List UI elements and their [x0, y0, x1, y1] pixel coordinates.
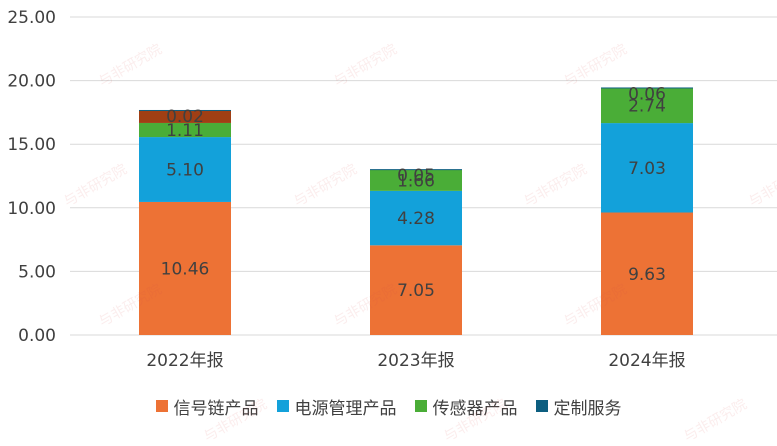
data-label: 4.28: [397, 209, 435, 229]
bar-segment: [370, 190, 462, 246]
legend-swatch-signal: [155, 400, 168, 412]
x-tick-label: 2022年报: [146, 351, 223, 371]
legend-label-signal: 信号链产品: [173, 398, 259, 419]
bar-segment: [139, 137, 231, 202]
data-label: 10.46: [161, 259, 210, 279]
data-label: 1.66: [397, 171, 435, 191]
data-label: 0.06: [628, 84, 666, 104]
bar-segment: [601, 88, 693, 124]
y-tick-label: 20.00: [7, 72, 56, 92]
legend-swatch-sensor: [414, 400, 427, 412]
data-label: 9.63: [628, 265, 666, 285]
bar-segment: [601, 123, 693, 213]
data-label: 5.10: [166, 161, 204, 181]
x-tick-label: 2023年报: [377, 351, 454, 371]
legend-item-sensor: 传感器产品: [414, 394, 518, 419]
data-label: 0.05: [397, 166, 435, 186]
legend-item-signal: 信号链产品: [155, 394, 259, 419]
bar-segment: [370, 169, 462, 171]
y-tick-label: 10.00: [7, 199, 56, 219]
legend-label-power: 电源管理产品: [294, 398, 397, 419]
legend-swatch-power: [276, 400, 289, 412]
data-label: 7.03: [628, 159, 666, 179]
bar-segment: [370, 169, 462, 191]
stacked-bar-chart: 0.00 5.00 10.00 15.00 20.00 25.00 10.46 5.10 1.…: [7, 8, 777, 371]
legend-item-custom: 定制服务: [535, 394, 622, 419]
x-tick-label: 2024年报: [608, 351, 685, 371]
bar-segment: [139, 109, 231, 111]
bar-segment: [139, 122, 231, 138]
bar-segment: [139, 201, 231, 335]
data-label: 2.74: [628, 97, 666, 117]
legend-label-sensor: 传感器产品: [432, 398, 518, 419]
bar-segment: [601, 87, 693, 89]
y-tick-label: 25.00: [7, 8, 56, 28]
data-label: 7.05: [397, 281, 435, 301]
bar-segment: [601, 212, 693, 335]
x-axis-ticks: 2022年报 2023年报 2024年报: [146, 351, 685, 371]
legend-swatch-custom: [535, 400, 548, 412]
y-tick-label: 0.00: [18, 326, 56, 346]
y-tick-label: 5.00: [18, 262, 56, 282]
data-label: 0.02: [166, 107, 204, 127]
legend: 信号链产品 电源管理产品 传感器产品 定制服务: [0, 388, 777, 424]
y-tick-label: 15.00: [7, 135, 56, 155]
y-axis-ticks: 0.00 5.00 10.00 15.00 20.00 25.00: [7, 8, 56, 346]
data-labels: 10.46 5.10 1.110.02 7.05 4.28 1.660.05 9.63 7.0…: [161, 84, 666, 301]
bar-stacks: [139, 87, 693, 335]
legend-label-custom: 定制服务: [553, 398, 622, 419]
bar-segment: [370, 245, 462, 335]
data-label: 1.11: [166, 121, 204, 141]
bar-segment: [139, 110, 231, 123]
legend-item-power: 电源管理产品: [276, 394, 397, 419]
